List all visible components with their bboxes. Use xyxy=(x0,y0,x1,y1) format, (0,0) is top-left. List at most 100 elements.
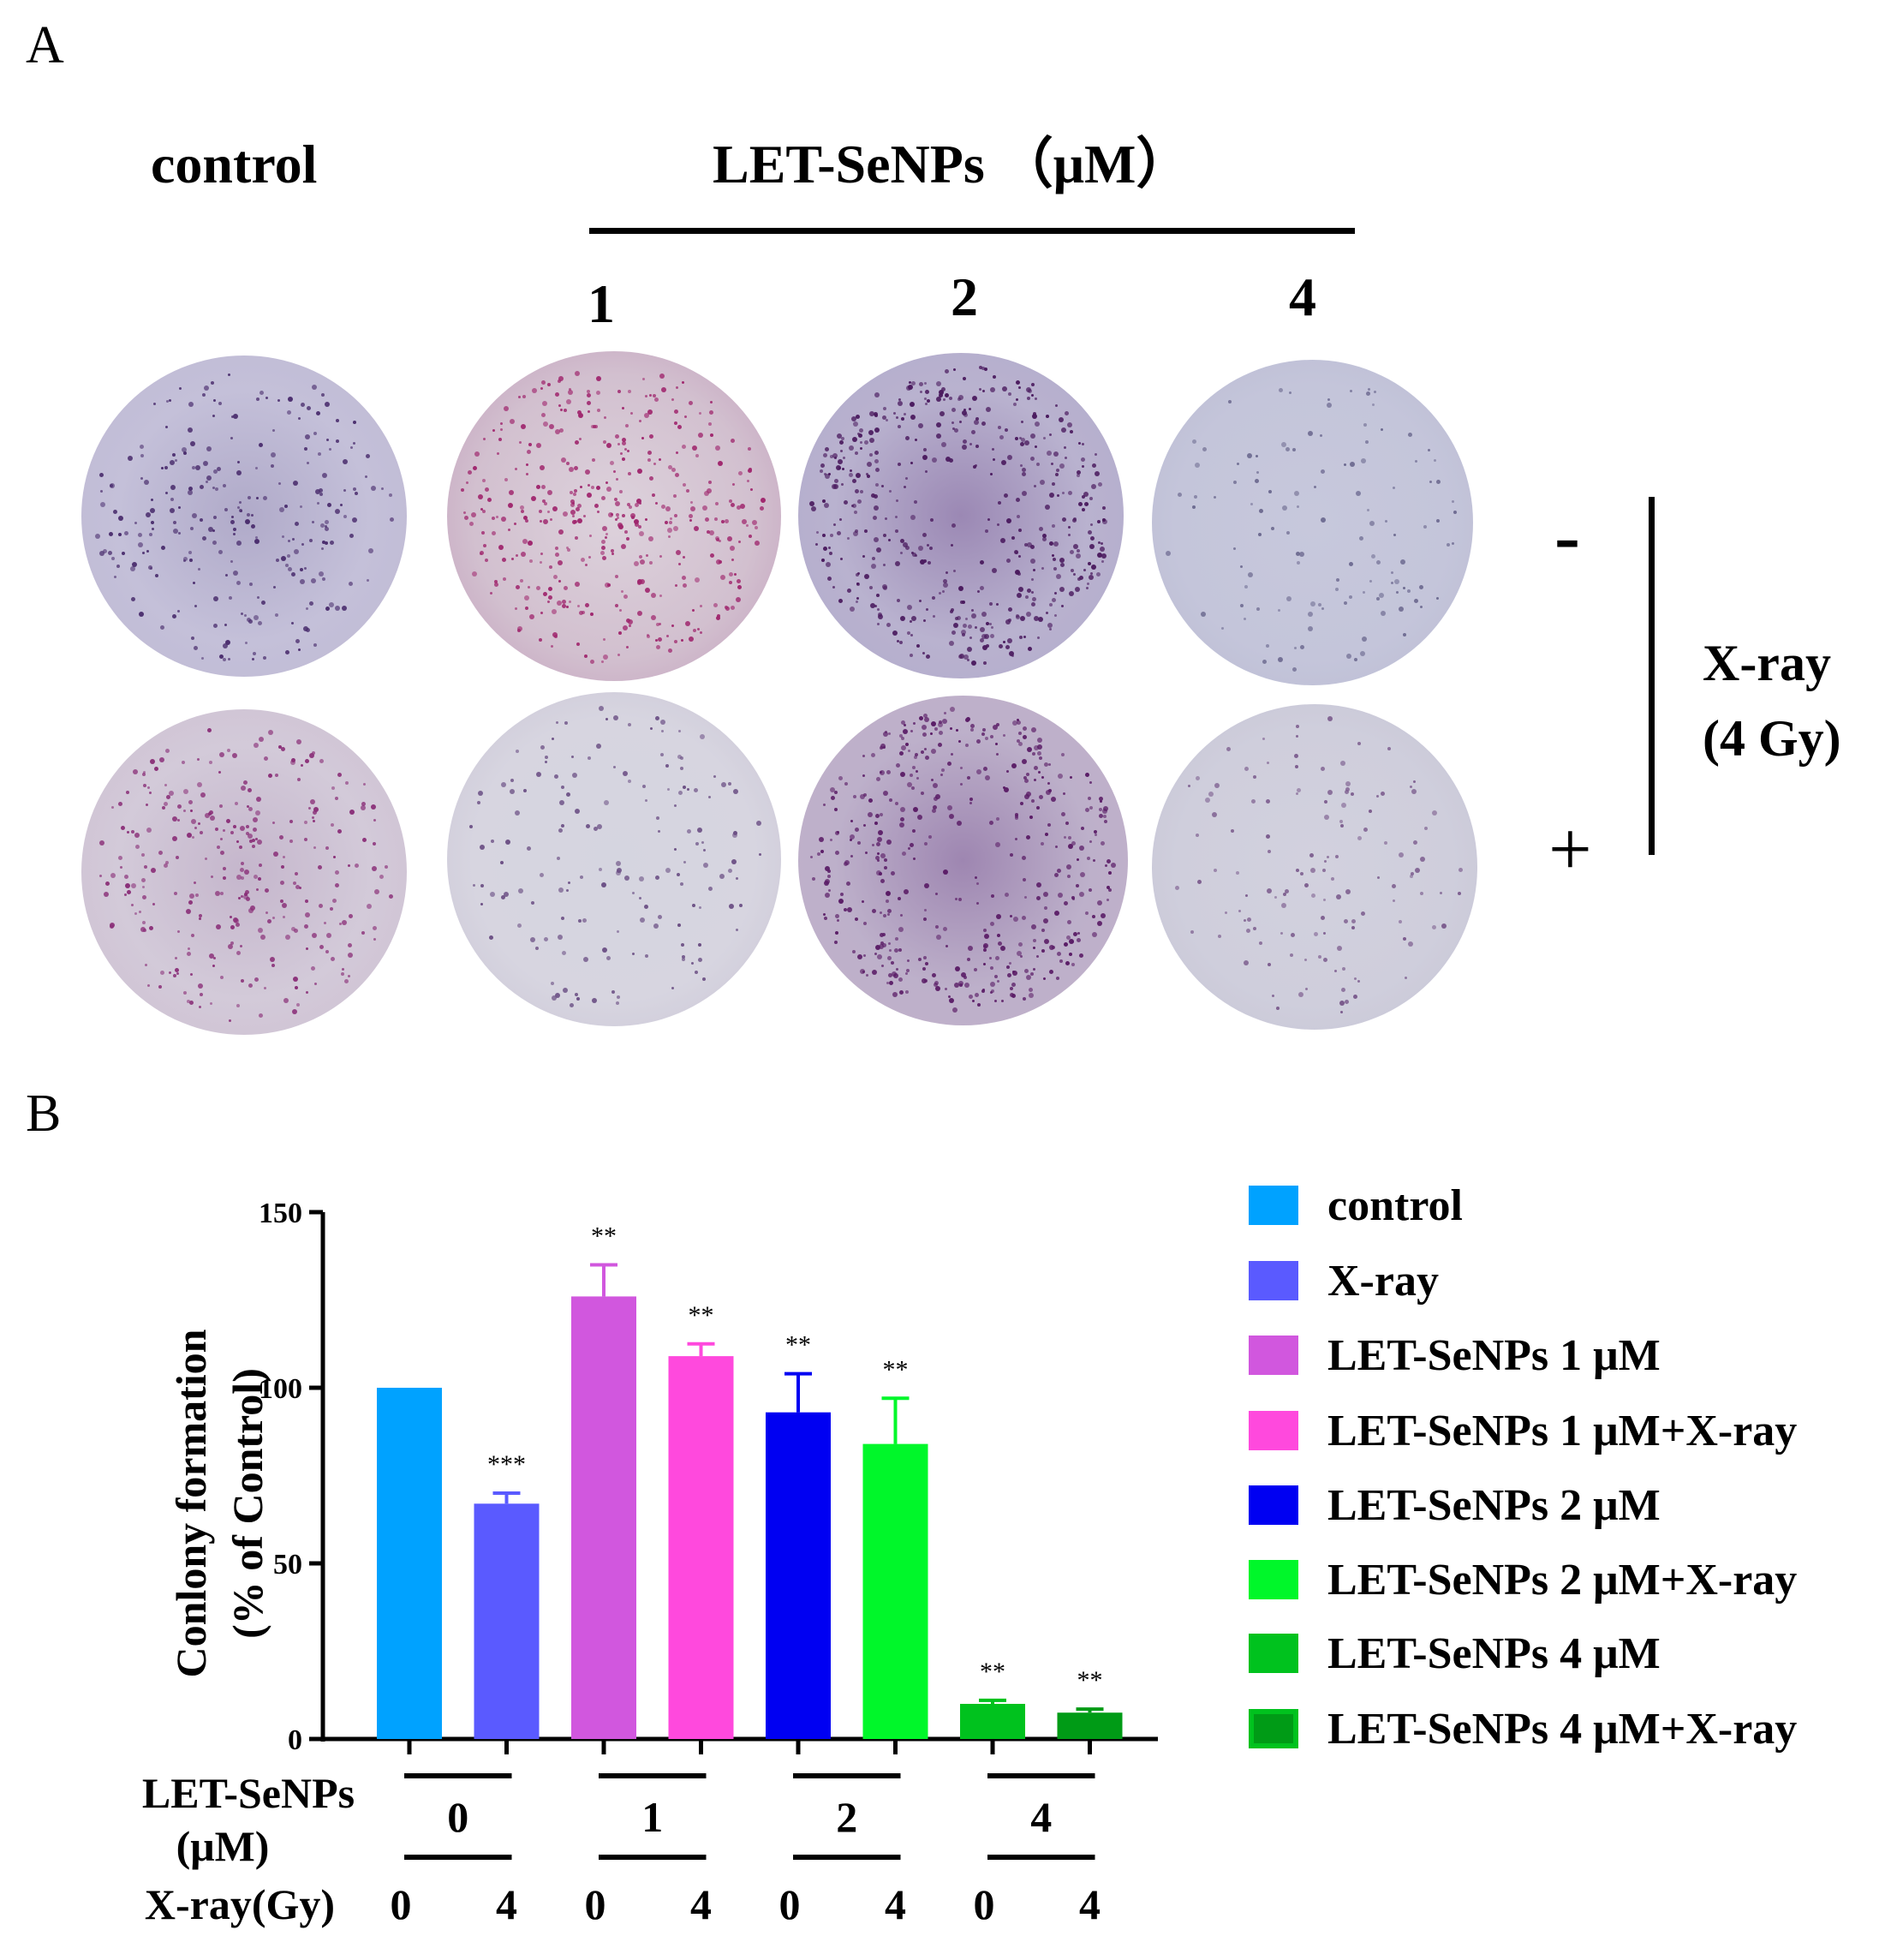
colony-dot xyxy=(1411,788,1417,794)
colony-dot xyxy=(612,715,618,721)
colony-dot xyxy=(199,1005,202,1008)
colony-dot xyxy=(655,501,659,505)
colony-dot xyxy=(258,442,263,447)
colony-dot xyxy=(1201,612,1207,618)
colony-dot xyxy=(889,980,894,985)
colony-dot xyxy=(874,451,879,456)
colony-dot xyxy=(910,551,914,554)
colony-dot xyxy=(1052,523,1056,528)
colony-dot xyxy=(918,600,922,603)
colony-dot xyxy=(543,518,549,524)
colony-dot xyxy=(646,553,649,557)
colony-dot xyxy=(668,520,672,524)
colony-dot xyxy=(995,742,999,745)
colony-dot xyxy=(615,860,621,866)
colony-dot xyxy=(971,613,977,619)
colony-dot xyxy=(997,500,1001,505)
colony-dot xyxy=(721,782,727,788)
colony-dot xyxy=(875,777,880,782)
colony-dot xyxy=(1038,756,1042,760)
colony-dot xyxy=(1393,534,1396,537)
colony-dot xyxy=(899,816,904,822)
colony-dot xyxy=(197,822,200,825)
colony-dot xyxy=(360,805,366,811)
colony-dot xyxy=(529,936,535,942)
colony-dot xyxy=(480,508,483,511)
colony-dot xyxy=(948,457,953,463)
colony-dot xyxy=(509,419,515,425)
plate-1um-xray xyxy=(447,692,781,1026)
colony-dot xyxy=(171,836,177,842)
colony-dot xyxy=(228,373,231,376)
colony-dot xyxy=(539,520,542,523)
colony-dot xyxy=(951,421,955,424)
colony-dot xyxy=(964,743,969,747)
colony-dot xyxy=(929,547,934,551)
colony-dot xyxy=(898,977,904,983)
colony-dot xyxy=(872,843,875,846)
colony-dot xyxy=(1259,941,1263,945)
colony-dot xyxy=(1019,616,1025,622)
colony-dot xyxy=(939,389,945,395)
colony-dot xyxy=(884,858,888,863)
legend-label-4um-xray: LET-SeNPs 4 μM+X-ray xyxy=(1327,1704,1798,1754)
colony-dot xyxy=(828,472,832,475)
colony-dot xyxy=(1011,993,1017,998)
colony-dot xyxy=(677,754,682,759)
colony-dot xyxy=(1023,542,1028,547)
colony-dot xyxy=(949,997,955,1003)
significance-label: *** xyxy=(487,1450,526,1479)
colony-dot xyxy=(214,827,218,831)
colony-dot xyxy=(188,899,194,905)
colony-dot xyxy=(540,484,546,489)
colony-dot xyxy=(134,833,140,839)
colony-dot xyxy=(951,408,957,413)
colony-dot xyxy=(1236,871,1239,875)
colony-dot xyxy=(698,432,704,438)
colony-dot xyxy=(995,956,1000,961)
colony-dot xyxy=(1053,613,1057,617)
colony-dot xyxy=(657,830,660,834)
colony-dot xyxy=(199,485,204,490)
colony-dot xyxy=(738,904,743,908)
colony-dot xyxy=(124,874,129,879)
legend-swatch-4um xyxy=(1249,1634,1298,1673)
colony-dot xyxy=(586,392,591,397)
colony-dot xyxy=(557,379,561,384)
colony-dot xyxy=(931,808,936,813)
colony-dot xyxy=(336,419,340,423)
colony-dot xyxy=(230,559,233,563)
colony-dot xyxy=(1390,571,1393,575)
colony-dot xyxy=(1064,456,1067,459)
colony-dot xyxy=(650,726,653,730)
colony-dot xyxy=(230,925,236,930)
colony-dot xyxy=(1369,579,1373,583)
colony-dot xyxy=(855,489,860,494)
colony-dot xyxy=(681,955,685,959)
colony-dot xyxy=(365,475,368,479)
colony-dot xyxy=(1295,792,1298,796)
colony-dot xyxy=(319,488,324,493)
colony-dot xyxy=(981,634,987,640)
colony-dot xyxy=(924,747,928,750)
colony-dot xyxy=(692,904,696,908)
panel-b-letter: B xyxy=(26,1085,62,1143)
colony-dot xyxy=(1007,638,1013,644)
colony-dot xyxy=(325,438,329,441)
colony-dot xyxy=(1007,607,1012,612)
colony-dot xyxy=(910,414,916,420)
colony-dot xyxy=(983,929,987,933)
colony-dot xyxy=(555,993,561,998)
colony-dot xyxy=(863,922,868,926)
legend-swatch-2um-xray xyxy=(1249,1560,1298,1599)
legend-item-4um: LET-SeNPs 4 μM xyxy=(1249,1628,1661,1679)
colony-dot xyxy=(232,532,236,535)
colony-dot xyxy=(715,616,720,621)
colony-dot xyxy=(1108,871,1113,875)
colony-dot xyxy=(618,608,622,612)
colony-dot xyxy=(697,627,701,630)
colony-dot xyxy=(555,553,560,558)
colony-dot xyxy=(911,553,916,558)
significance-label: ** xyxy=(980,1658,1005,1686)
